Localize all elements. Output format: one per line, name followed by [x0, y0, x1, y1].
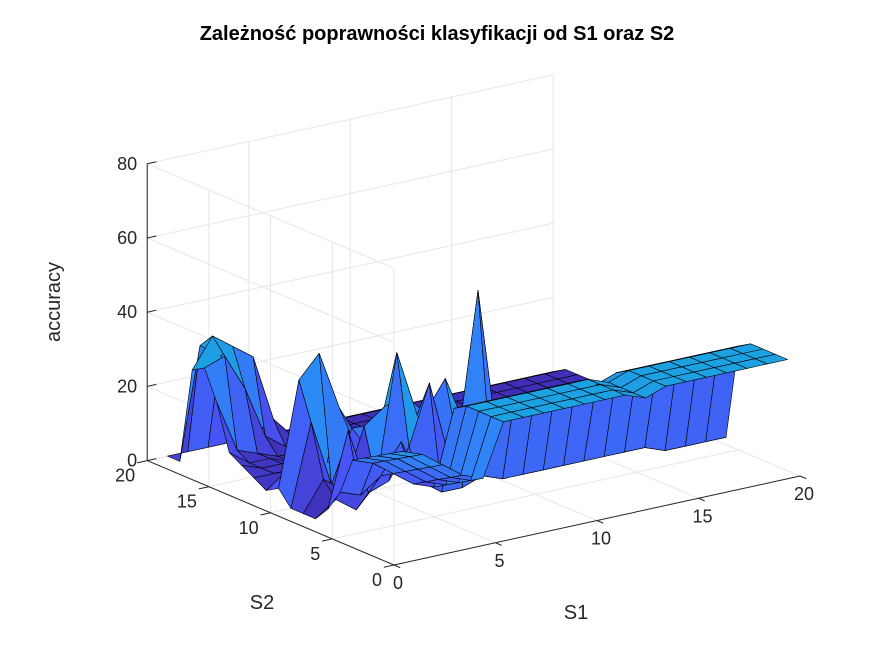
- z-tick-label: 0: [127, 451, 137, 471]
- y-tick-label: 10: [239, 518, 259, 538]
- z-tick-label: 60: [117, 228, 137, 248]
- z-tick-label: 20: [117, 376, 137, 396]
- x-tick-label: 5: [494, 551, 504, 571]
- z-tick-label: 40: [117, 302, 137, 322]
- x-axis-label: S1: [564, 602, 588, 624]
- y-tick-label: 15: [177, 492, 197, 512]
- z-tick-mark: [147, 309, 157, 313]
- x-tick-label: 10: [591, 529, 611, 549]
- z-axis-label: accuracy: [43, 262, 65, 342]
- y-tick-mark: [198, 486, 210, 490]
- x-tick-mark: [495, 542, 502, 546]
- surface-mesh: [167, 289, 789, 520]
- gridlines: [145, 74, 801, 566]
- x-tick-label: 0: [393, 573, 403, 593]
- y-tick-label: 0: [372, 570, 382, 590]
- y-tick-label: 20: [115, 466, 135, 486]
- chart-title: Zależność poprawności klasyfikacji od S1…: [200, 23, 675, 45]
- y-tick-mark: [322, 538, 333, 542]
- z-tick-mark: [147, 235, 157, 239]
- x-tick-mark: [698, 497, 705, 502]
- z-tick-mark: [147, 383, 157, 387]
- x-tick-mark: [596, 520, 604, 524]
- x-tick-mark: [393, 564, 401, 569]
- y-axis-label: S2: [250, 592, 274, 614]
- axis-lines: [136, 161, 807, 569]
- y-tick-mark: [260, 512, 271, 516]
- z-tick-label: 80: [117, 154, 137, 174]
- z-tick-mark: [147, 161, 157, 165]
- y-tick-mark: [383, 564, 395, 568]
- y-tick-label: 5: [310, 544, 320, 564]
- z-tick-mark: [147, 458, 157, 462]
- x-tick-label: 20: [794, 484, 814, 504]
- x-tick-mark: [799, 475, 807, 480]
- x-tick-label: 15: [692, 506, 712, 526]
- surface-patch: [754, 353, 789, 365]
- y-tick-mark: [136, 460, 148, 464]
